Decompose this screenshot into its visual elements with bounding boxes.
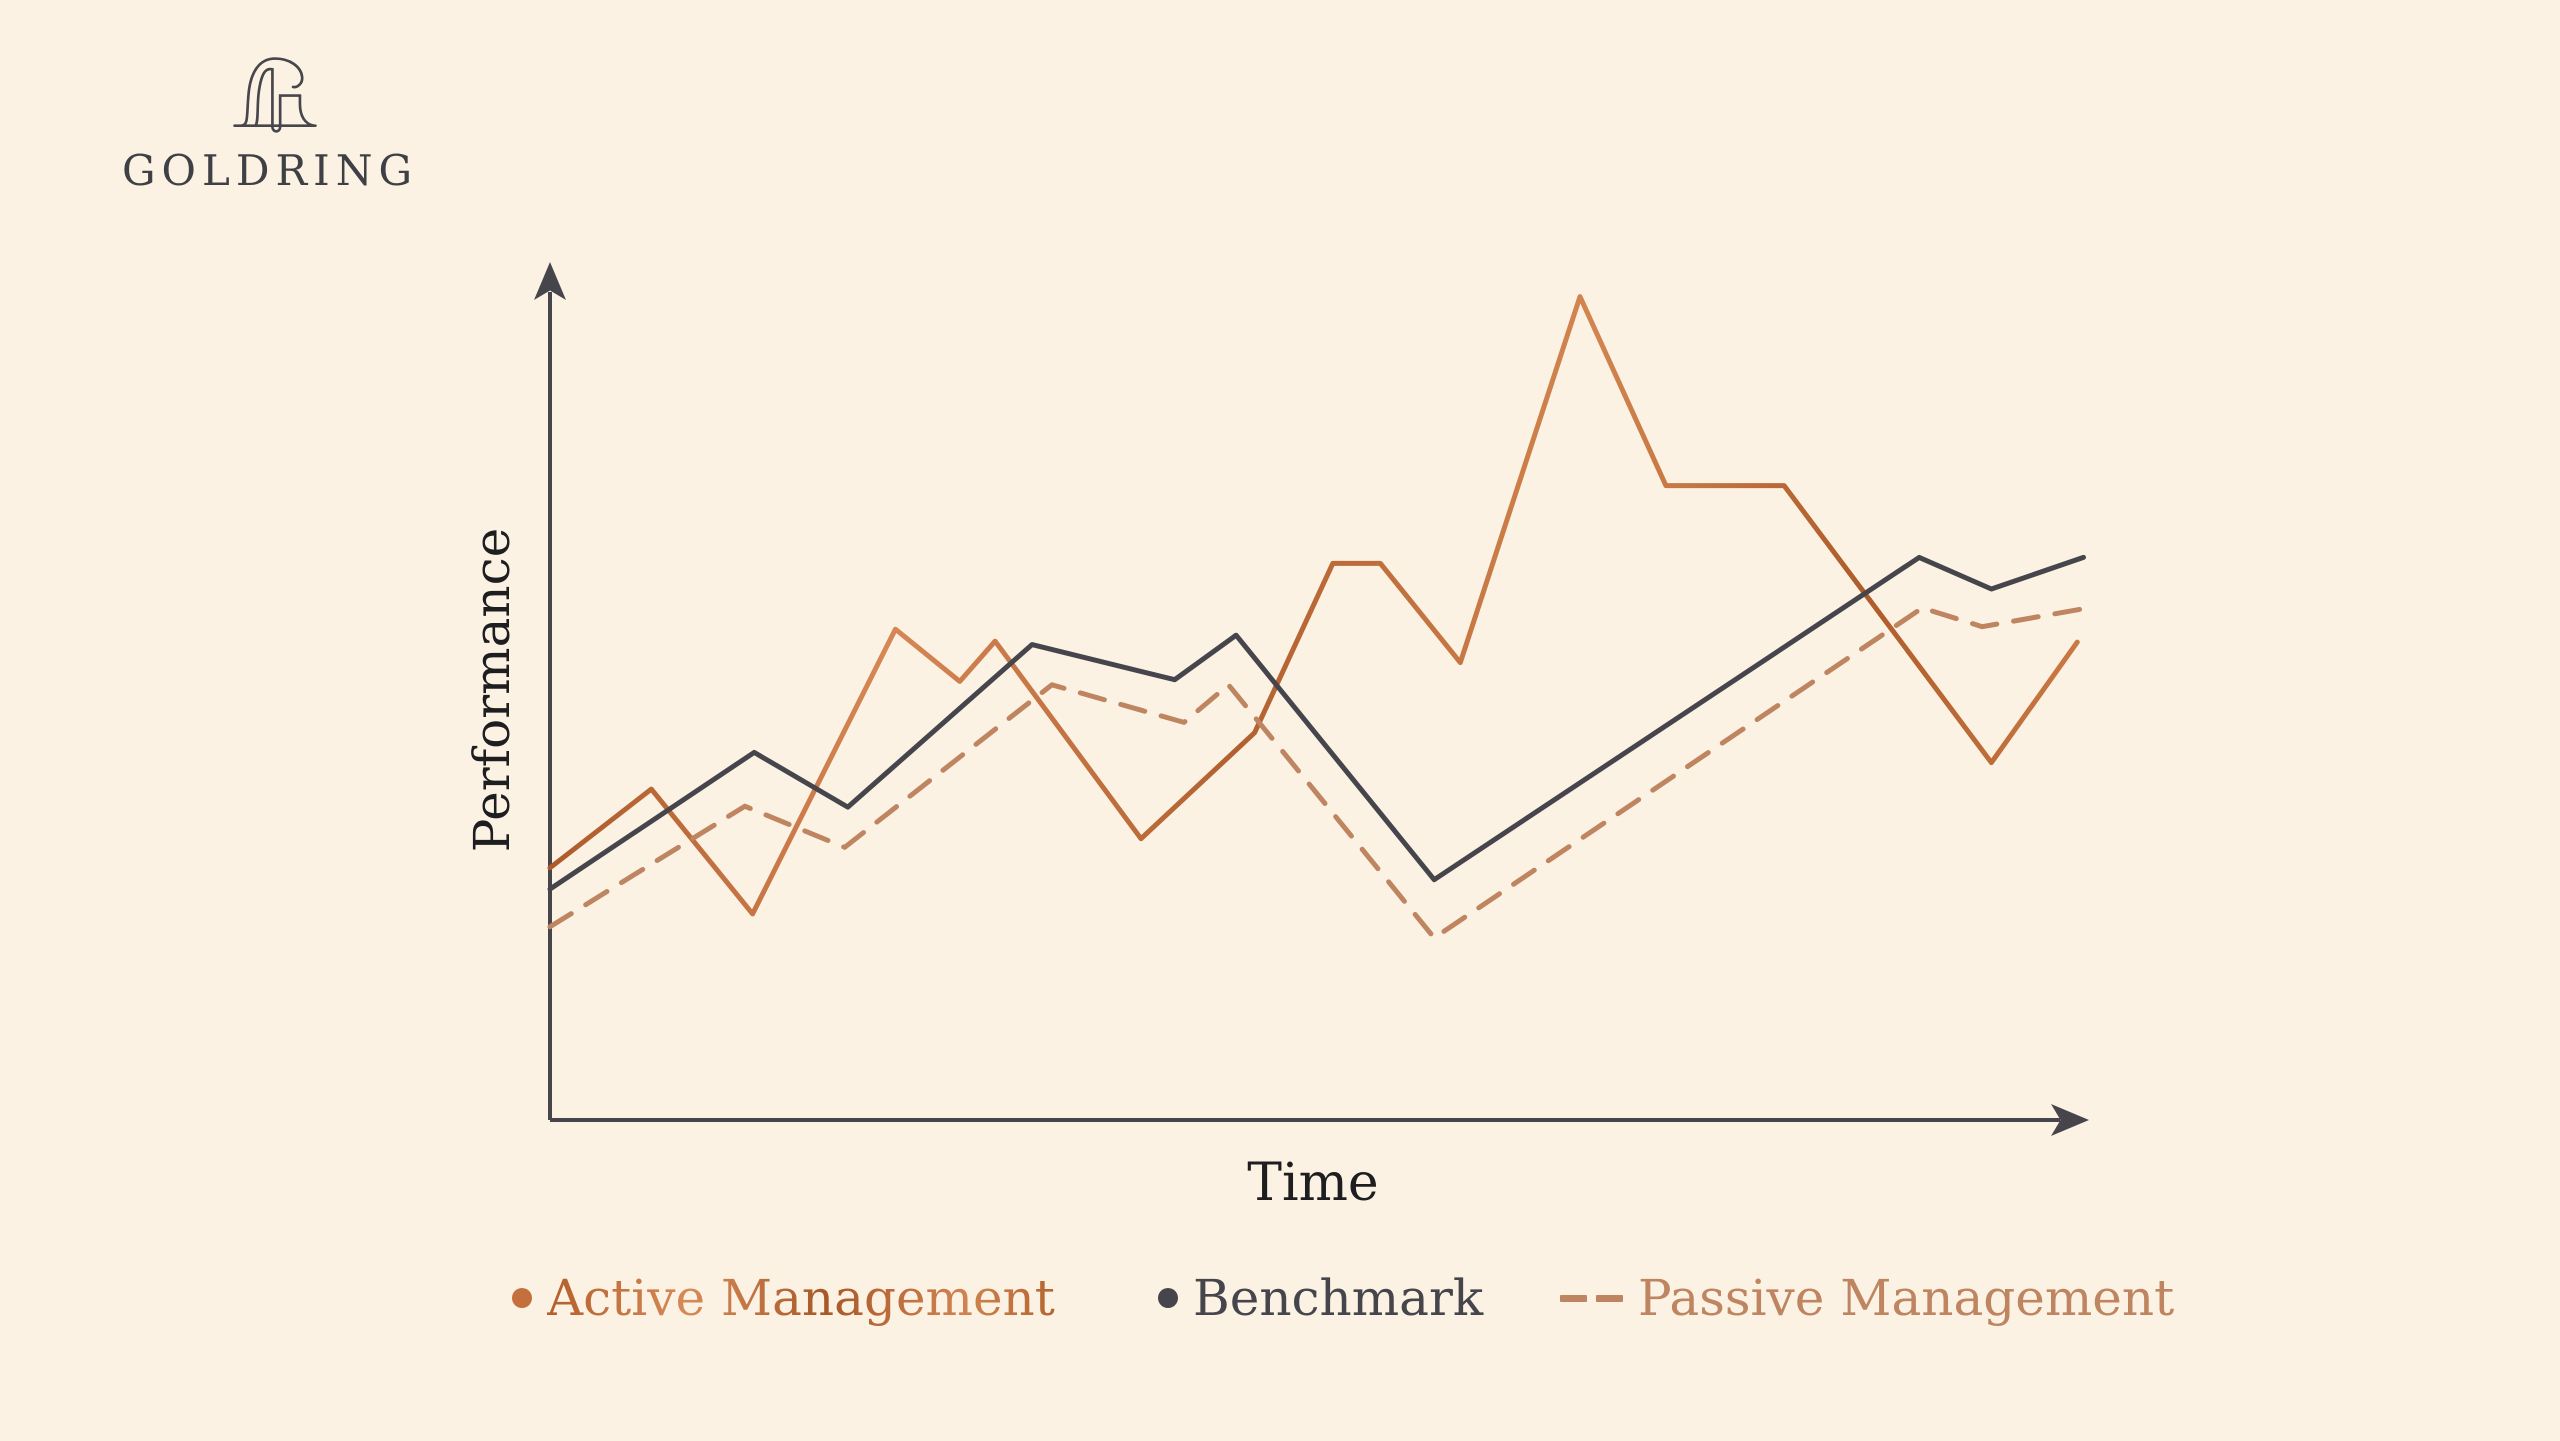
series-benchmark [547,554,2086,892]
logo-right-stem [298,94,316,128]
goldring-logo-icon [233,57,317,133]
y-axis-label: Performance [463,527,521,853]
x-axis-arrow-icon [2051,1104,2089,1136]
legend-item-passive-management: Passive Management [1560,1269,2174,1327]
axes [534,262,2089,1136]
legend-item-benchmark: Benchmark [1158,1269,1483,1327]
passive-dashes-icon [1560,1294,1623,1302]
brand-name: GOLDRING [122,146,419,195]
legend-label: Active Management [547,1269,1055,1327]
series-active-management [547,294,2080,917]
legend-item-active-management: Active Management [512,1269,1055,1327]
series-layer [547,294,2086,941]
y-axis-arrow-icon [534,262,566,300]
logo-inner-arch [253,67,302,133]
active-dot-icon [512,1288,532,1308]
logo-outer-arch [240,57,304,128]
dash-icon [1560,1294,1587,1302]
legend-label: Passive Management [1638,1269,2175,1327]
legend-label: Benchmark [1193,1269,1484,1327]
series-passive-management [547,605,2086,941]
x-axis-label: Time [1247,1153,1379,1213]
dash-icon [1596,1294,1623,1302]
benchmark-dot-icon [1158,1288,1178,1308]
